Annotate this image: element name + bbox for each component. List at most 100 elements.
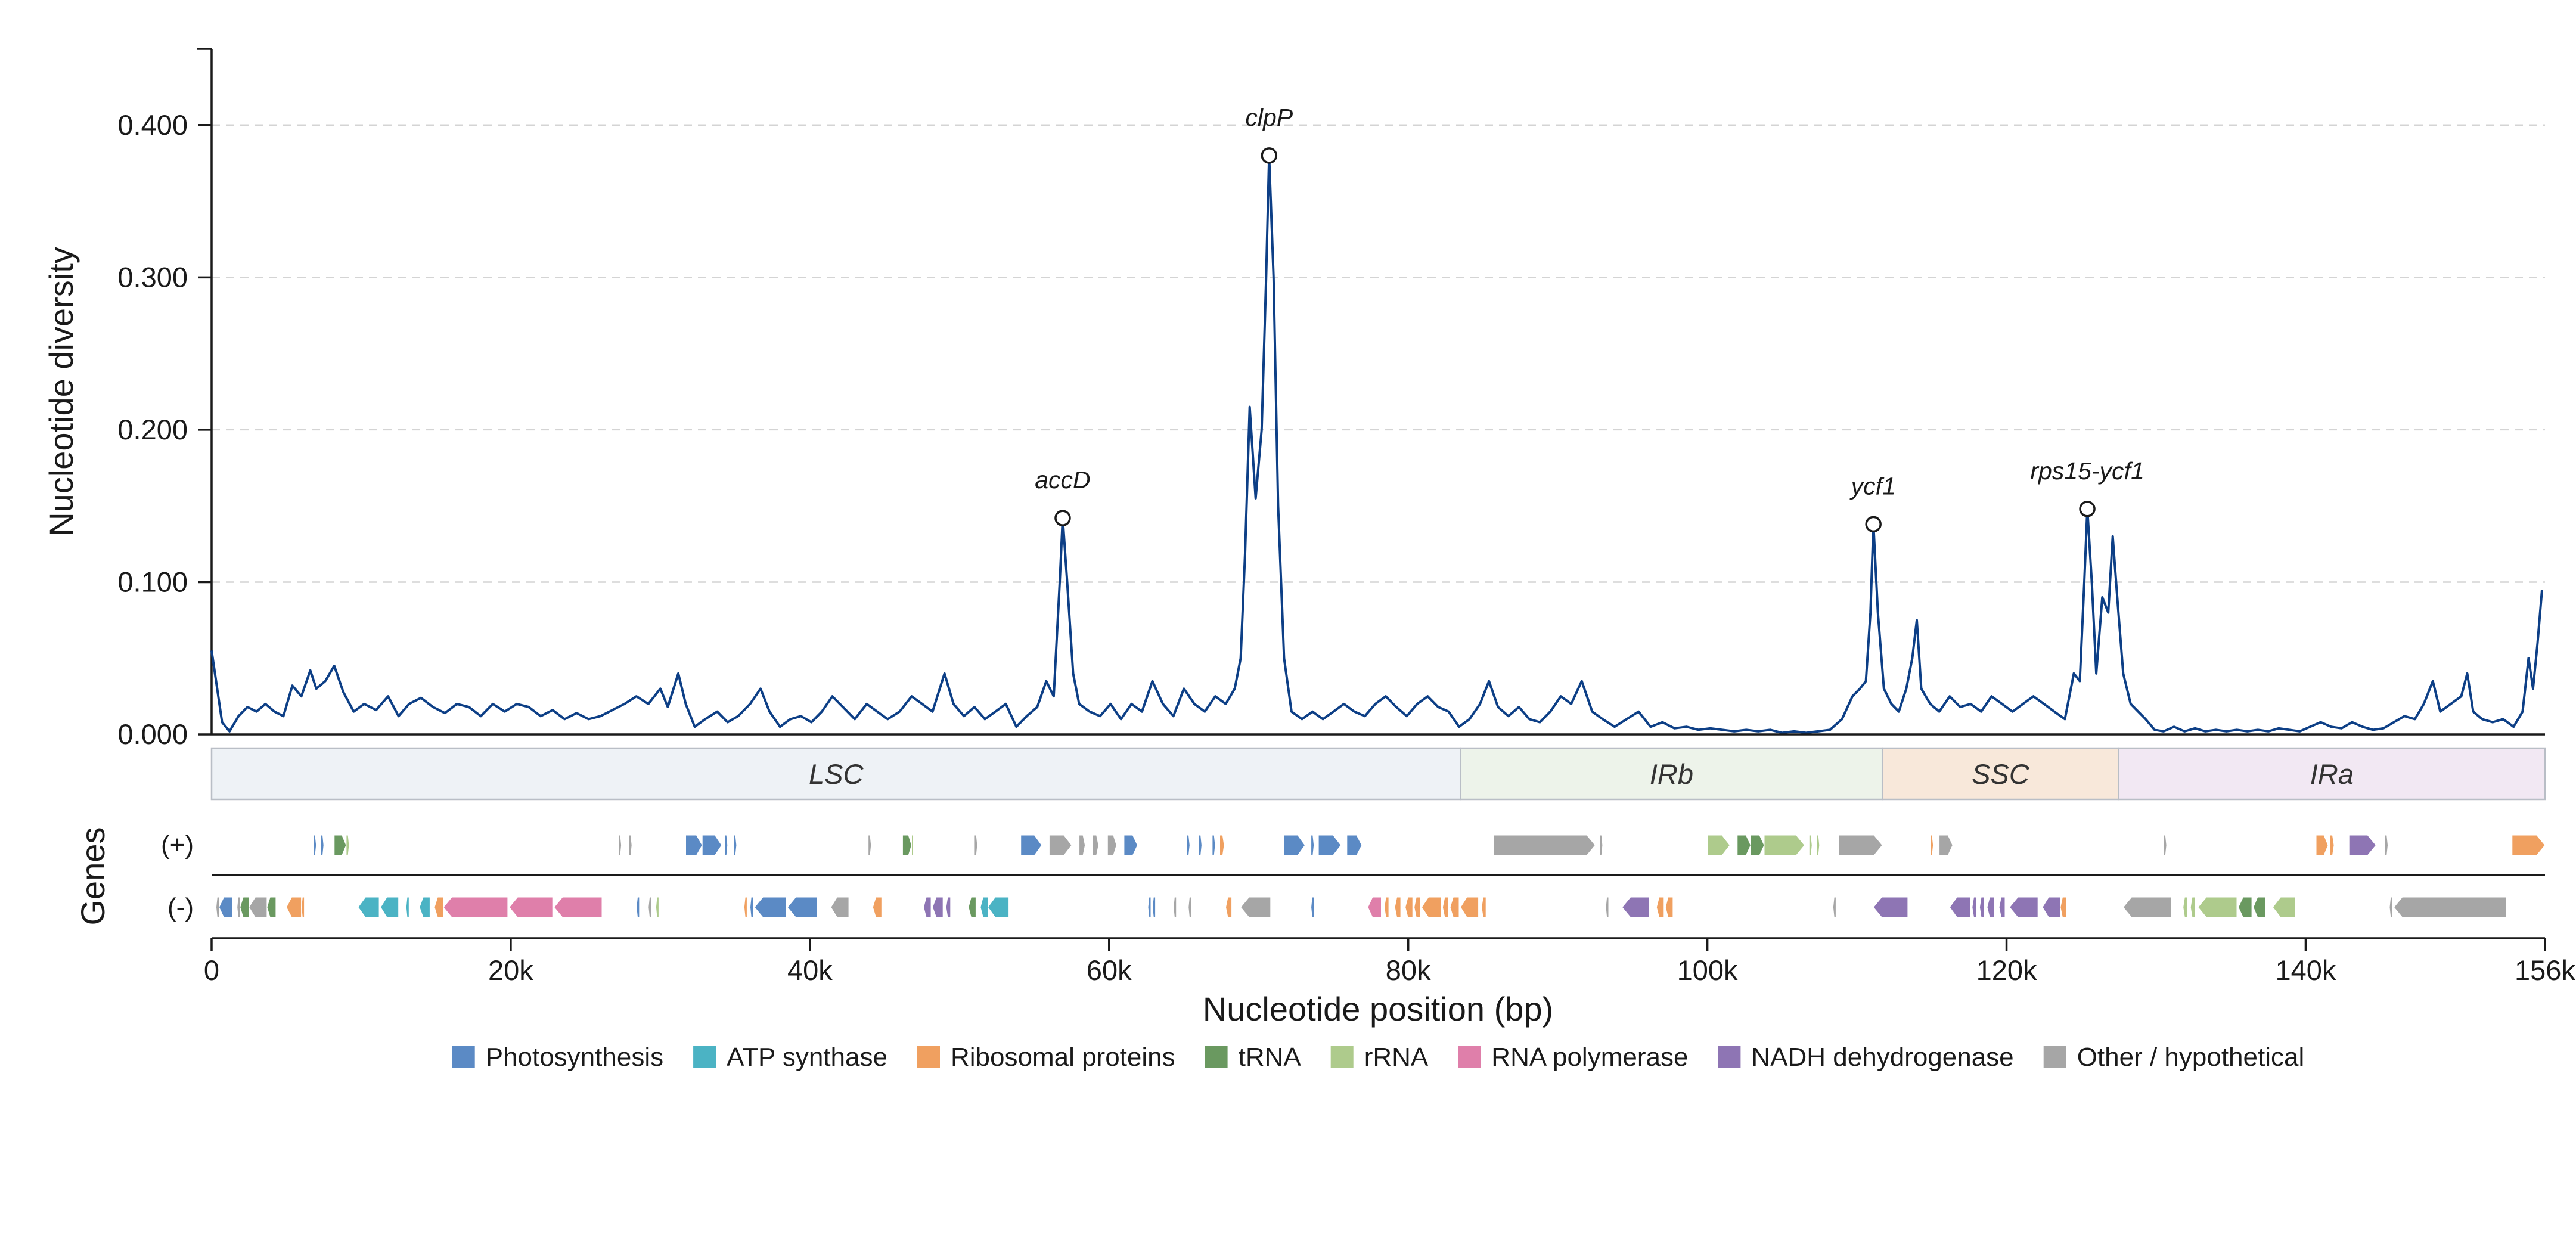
gene-rrna [1816,835,1820,856]
gene-ribo [1460,897,1479,918]
gene-ribo [434,897,444,918]
gene-photo [754,897,787,918]
gene-atp [380,897,399,918]
gene-photo [1212,835,1216,856]
gene-photo [1123,835,1138,856]
x-tick-label: 60k [1087,954,1132,986]
gene-ndh [2042,897,2061,918]
genes-track-title: Genes [74,827,111,926]
x-tick-label: 100k [1677,954,1738,986]
legend-label: Other / hypothetical [2077,1043,2305,1072]
diversity-line-group [210,154,2543,734]
gene-ndh [1998,897,2006,918]
gene-other [1092,835,1099,856]
gene-other [1173,897,1177,918]
gene-ndh [932,897,944,918]
gene-ndh [1621,897,1650,918]
y-tick-label: 0.100 [117,566,188,597]
legend-swatch [1205,1046,1228,1068]
gene-other [1605,897,1609,918]
gene-rrna [2190,897,2196,918]
gene-ribo [743,897,747,918]
gene-ribo [872,897,882,918]
gene-photo [1152,897,1156,918]
gene-ribo [2316,835,2329,856]
gene-ribo [1442,897,1449,918]
gene-ribo [1225,897,1233,918]
gene-rnapol [443,897,508,918]
legend-label: NADH dehydrogenase [1751,1043,2013,1072]
gene-ndh [1987,897,1995,918]
gene-ribo [2512,835,2546,856]
gene-photo [636,897,640,918]
gene-photo [733,835,737,856]
legend-item-photo: Photosynthesis [452,1043,663,1072]
gene-ndh [1949,897,1971,918]
x-tick-label: 20k [488,954,533,986]
gene-rrna [2198,897,2237,918]
gene-other [1240,897,1271,918]
gene-photo [1020,835,1042,856]
gene-other [215,897,219,918]
peak-label: rps15-ycf1 [2030,457,2144,485]
legend-item-other: Other / hypothetical [2043,1043,2305,1072]
y-tick-label: 0.200 [117,414,188,445]
gene-photo [1346,835,1363,856]
legend-swatch [452,1046,475,1068]
gene-ribo [1383,897,1389,918]
gene-atp [405,897,409,918]
gene-atp [980,897,988,918]
region-label: IRb [1650,758,1693,790]
gene-trna [1737,835,1751,856]
y-axis: 0.000 0.100 0.200 0.300 0.400 [117,48,213,750]
grid-layer [212,124,2545,583]
gene-rrna [2272,897,2296,918]
gene-other [1079,835,1086,856]
x-tick-label: 40k [787,954,833,986]
peak-marker [2079,501,2096,517]
gene-trna [2237,897,2252,918]
x-tick-label: 120k [1976,954,2037,986]
peak-marker [1054,510,1071,526]
gene-ndh [2348,835,2377,856]
gene-rrna [2183,897,2188,918]
gene-atp [419,897,430,918]
gene-rnapol [1367,897,1382,918]
gene-trna [968,897,976,918]
gene-ribo [2329,835,2335,856]
gene-rnapol [508,897,553,918]
gene-ribo [1414,897,1421,918]
x-tick-label: 80k [1386,954,1431,986]
gene-photo [320,835,324,856]
peak-label: ycf1 [1849,472,1896,500]
gene-ribo [1665,897,1674,918]
legend-item-ribo: Ribosomal proteins [917,1043,1175,1072]
gene-rrna [346,835,350,856]
legend-swatch [693,1046,716,1068]
gene-trna [334,835,347,856]
y-tick-label: 0.400 [117,109,188,141]
gene-ribo [1656,897,1665,918]
gene-other [868,835,872,856]
gene-ndh [1972,897,1977,918]
gene-atp [358,897,380,918]
gene-other [618,835,622,856]
genome-regions-track: LSC IRb SSC IRa [210,747,2546,801]
gene-photo [1283,835,1306,856]
legend-item-trna: tRNA [1205,1043,1301,1072]
region-box [1460,747,1883,801]
gene-other [2385,835,2389,856]
region-label: IRa [2310,758,2354,790]
region-box [2118,747,2546,801]
gene-photo [1186,835,1190,856]
gene-ribo [1481,897,1486,918]
gene-photo [749,897,753,918]
legend-label: Photosynthesis [486,1043,663,1072]
legend-label: ATP synthase [727,1043,887,1072]
gene-other [1599,835,1603,856]
gene-other [1839,835,1883,856]
gene-other [974,835,978,856]
gene-rrna [911,835,914,856]
legend-swatch [2043,1046,2066,1068]
gene-photo [1198,835,1202,856]
